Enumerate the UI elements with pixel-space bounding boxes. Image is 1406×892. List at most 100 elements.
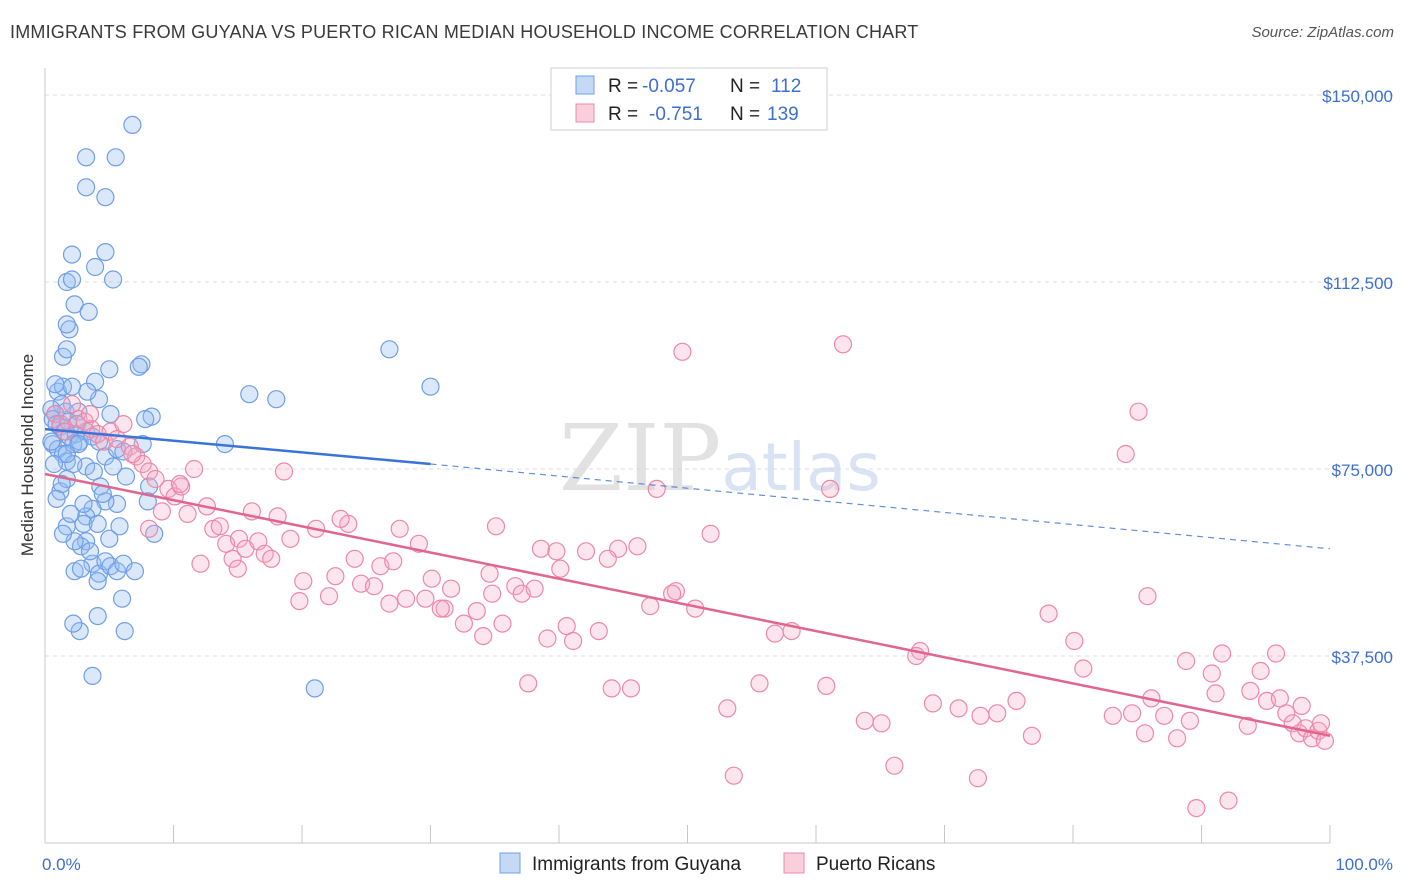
puerto-rican-point-92: [1007, 691, 1026, 711]
puerto-rican-point-56: [480, 564, 499, 583]
puerto-rican-point-64: [538, 629, 557, 648]
puerto-rican-point-130: [598, 549, 617, 568]
puerto-rican-point-96: [1122, 704, 1142, 723]
trend-lines: [44, 427, 1331, 738]
bottom-legend-swatch-guyana: [499, 852, 521, 874]
legend-swatch-guyana: [575, 75, 595, 95]
puerto-rican-point-95: [1103, 706, 1122, 725]
puerto-rican-point-132: [701, 524, 720, 543]
puerto-rican-point-128: [483, 584, 502, 603]
guyana-point-76: [57, 315, 76, 334]
puerto-rican-point-32: [262, 549, 281, 568]
guyana-point-87: [76, 148, 96, 167]
puerto-rican-point-138: [1022, 726, 1042, 745]
guyana-point-102: [112, 589, 132, 608]
puerto-rican-point-47: [397, 589, 416, 608]
legend-r-label-2: R =: [608, 104, 638, 125]
puerto-rican-point-145: [1292, 696, 1311, 716]
puerto-rican-point-142: [1202, 664, 1221, 683]
puerto-rican-point-54: [467, 601, 486, 621]
guyana-point-88: [106, 148, 125, 167]
puerto-rican-point-45: [384, 552, 403, 571]
legend-r-label-1: R =: [608, 76, 638, 97]
series-guyana: [42, 115, 440, 698]
puerto-rican-point-77: [673, 342, 692, 361]
guyana-point-59: [145, 524, 164, 543]
bottom-legend-label-guyana: Immigrants from Guyana: [532, 854, 741, 875]
puerto-rican-point-16: [146, 469, 165, 489]
puerto-rican-point-86: [885, 756, 904, 775]
legend-r-value-2: -0.751: [649, 104, 703, 125]
guyana-point-91: [267, 390, 286, 409]
guyana-point-74: [57, 340, 76, 359]
chart-source: Source: ZipAtlas.com: [1251, 24, 1394, 41]
puerto-rican-point-101: [1180, 711, 1200, 730]
guyana-point-80: [62, 270, 82, 289]
x-tick-label-start: 0.0%: [42, 855, 81, 874]
puerto-rican-point-91: [988, 704, 1007, 723]
puerto-rican-point-38: [319, 587, 339, 606]
puerto-rican-point-53: [454, 614, 473, 633]
puerto-rican-point-90: [968, 769, 988, 788]
puerto-rican-point-140: [1138, 587, 1157, 606]
guyana-point-54: [88, 514, 107, 534]
guyana-point-44: [107, 562, 127, 581]
puerto-rican-point-120: [152, 502, 171, 521]
guyana-point-68: [69, 435, 88, 454]
puerto-rican-point-88: [923, 694, 943, 713]
legend-n-value-2: 139: [767, 104, 799, 125]
bottom-legend-swatch-puerto-rican: [783, 852, 805, 874]
y-tick-label-3: $150,000: [1322, 87, 1393, 106]
guyana-point-95: [305, 679, 324, 698]
puerto-rican-point-93: [1039, 604, 1058, 623]
legend-n-label-2: N =: [730, 104, 760, 125]
puerto-rican-point-122: [191, 554, 210, 573]
guyana-point-62: [129, 357, 148, 376]
puerto-rican-point-68: [576, 542, 596, 561]
y-tick-label-2: $112,500: [1323, 274, 1393, 293]
guyana-point-96: [42, 432, 61, 451]
puerto-rican-point-50: [422, 569, 441, 588]
puerto-rican-point-27: [229, 529, 249, 548]
y-tick-labels: $37,500 $75,000 $112,500 $150,000: [1322, 87, 1393, 667]
puerto-rican-point-36: [294, 572, 313, 591]
guyana-point-84: [96, 243, 115, 262]
puerto-rican-point-123: [228, 559, 247, 578]
guyana-point-104: [47, 489, 66, 508]
guyana-point-72: [62, 377, 82, 396]
guyana-point-52: [115, 621, 134, 641]
puerto-rican-point-12: [120, 437, 139, 456]
puerto-rican-point-104: [1212, 644, 1232, 663]
guyana-point-49: [88, 572, 107, 591]
bottom-legend-label-puerto-rican: Puerto Ricans: [816, 854, 935, 875]
axes: [44, 68, 1331, 844]
guyana-point-28: [107, 494, 127, 513]
guyana-point-50: [70, 621, 89, 641]
puerto-rican-point-100: [1167, 729, 1187, 748]
puerto-rican-point-55: [474, 626, 493, 646]
puerto-rican-point-81: [750, 674, 769, 693]
guyana-point-85: [76, 178, 96, 197]
puerto-rican-point-134: [817, 676, 836, 696]
guyana-point-27: [116, 467, 136, 486]
guyana-point-51: [88, 606, 107, 626]
series-puerto-rican: [46, 335, 1335, 818]
puerto-rican-point-105: [1219, 791, 1238, 810]
puerto-rican-point-106: [1238, 716, 1257, 735]
guyana-point-39: [64, 454, 83, 474]
puerto-rican-point-135: [855, 711, 874, 730]
puerto-rican-point-34: [274, 462, 294, 481]
puerto-rican-point-67: [563, 631, 583, 651]
puerto-rican-point-141: [1176, 651, 1196, 671]
puerto-rican-point-57: [486, 517, 506, 536]
puerto-rican-point-89: [949, 699, 968, 718]
puerto-rican-point-69: [589, 621, 608, 641]
puerto-rican-point-117: [1116, 444, 1135, 464]
chart-title: IMMIGRANTS FROM GUYANA VS PUERTO RICAN M…: [10, 22, 919, 42]
puerto-rican-point-63: [531, 539, 551, 558]
puerto-rican-point-102: [1187, 798, 1206, 818]
puerto-rican-point-73: [628, 537, 647, 556]
puerto-rican-point-62: [525, 579, 544, 598]
puerto-rican-point-147: [80, 405, 100, 424]
legend-n-label-1: N =: [730, 76, 760, 97]
